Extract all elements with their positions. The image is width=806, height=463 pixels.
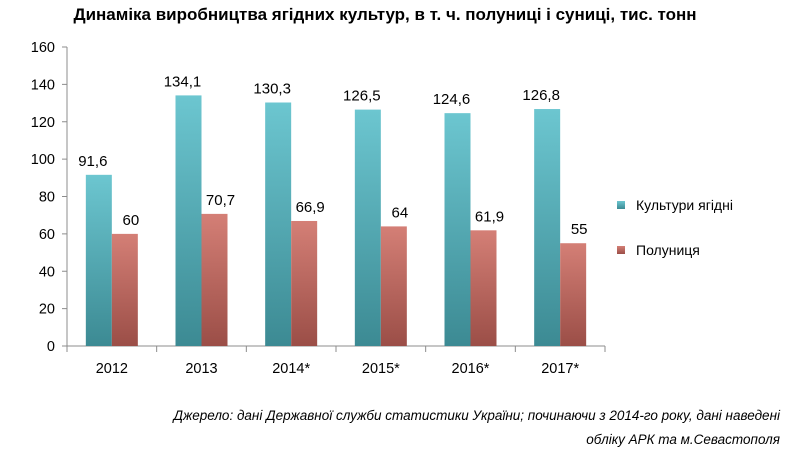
- data-label: 70,7: [206, 192, 235, 209]
- x-tick-label: 2017*: [541, 361, 579, 377]
- bar-strawberry: [470, 230, 497, 346]
- data-label: 55: [571, 221, 588, 238]
- y-tick-label: 160: [31, 40, 55, 56]
- y-tick-label: 20: [39, 302, 55, 318]
- bar-berries: [85, 174, 112, 346]
- data-label: 126,5: [343, 88, 381, 105]
- x-tick-label: 2015*: [362, 361, 400, 377]
- legend-label: Культури ягідні: [636, 197, 733, 213]
- x-tick-label: 2016*: [452, 361, 490, 377]
- data-label: 66,9: [296, 199, 325, 216]
- x-tick-label: 2012: [96, 361, 128, 377]
- y-tick-label: 0: [47, 339, 55, 355]
- y-tick-label: 140: [31, 77, 55, 93]
- data-label: 126,8: [522, 87, 560, 104]
- bar-berries: [534, 109, 561, 346]
- bar-strawberry: [380, 226, 407, 346]
- data-label: 91,6: [78, 153, 107, 170]
- data-label: 64: [391, 204, 408, 221]
- y-tick-label: 40: [39, 264, 55, 280]
- x-tick-label: 2013: [185, 361, 217, 377]
- data-label: 61,9: [475, 208, 504, 225]
- bar-strawberry: [291, 220, 318, 346]
- x-tick-label: 2014*: [272, 361, 310, 377]
- bar-berries: [354, 109, 381, 347]
- legend-swatch: [617, 201, 625, 209]
- data-label: 134,1: [164, 73, 202, 90]
- bar-strawberry: [111, 233, 138, 346]
- bar-berries: [175, 95, 202, 346]
- y-tick-label: 120: [31, 115, 55, 131]
- y-tick-label: 100: [31, 152, 55, 168]
- data-label: 124,6: [433, 91, 471, 108]
- data-label: 130,3: [253, 81, 291, 98]
- data-label: 60: [122, 212, 139, 229]
- bar-strawberry: [201, 213, 228, 346]
- bar-strawberry: [560, 243, 587, 346]
- y-tick-label: 60: [39, 227, 55, 243]
- bar-berries: [265, 102, 292, 346]
- legend-label: Полуниця: [636, 242, 700, 258]
- source-note-line-2: обліку АРК та м.Севастополя: [586, 432, 780, 447]
- y-tick-label: 80: [39, 190, 55, 206]
- bar-berries: [444, 113, 471, 346]
- legend-swatch: [617, 246, 625, 254]
- source-note-line-1: Джерело: дані Державної служби статистик…: [173, 408, 780, 423]
- chart-title: Динаміка виробництва ягідних культур, в …: [73, 5, 697, 24]
- source-note: Джерело: дані Державної служби статистик…: [60, 404, 780, 452]
